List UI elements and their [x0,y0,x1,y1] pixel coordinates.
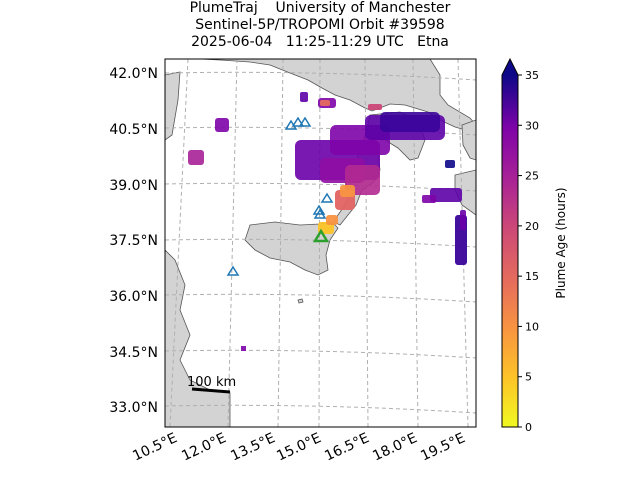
map-frame [164,58,477,428]
colorbar-frame [501,57,519,428]
colorbar-extend-arrow [502,59,518,75]
volcano-markers [226,116,334,276]
colorbar-tick-label: 35 [525,69,539,82]
volcano-marker-icon [298,116,312,127]
scale-bar-line [191,387,231,394]
longitude-labels: 10.5°E 12.0°E 13.5°E 15.0°E 16.5°E 18.0°… [130,430,467,464]
colorbar-gradient [502,75,518,427]
colorbar-tick-label: 5 [525,371,532,384]
lat-label: 37.5°N [109,233,158,249]
lat-label: 33.0°N [109,400,158,416]
colorbar-tick-label: 0 [525,421,532,434]
lon-label: 18.0°E [370,430,419,464]
colorbar-tick-label: 25 [525,170,539,183]
title-line-2: Sentinel-5P/TROPOMI Orbit #39598 [195,17,445,33]
colorbar-title: Plume Age (hours) [554,187,568,298]
colorbar-ticks: 0 5 10 15 20 25 30 35 [518,69,539,434]
scale-bar-label: 100 km [187,375,236,390]
lon-label: 16.5°E [322,430,371,464]
volcano-marker-icon [313,208,327,219]
colorbar-tick-label: 10 [525,320,539,333]
lon-label: 15.0°E [274,430,323,464]
albania-corner [461,119,476,161]
lat-label: 36.0°N [109,289,158,305]
greece-corner [454,169,476,216]
lon-label: 10.5°E [130,430,179,464]
latitude-labels: 42.0°N 40.5°N 39.0°N 37.5°N 36.0°N 34.5°… [109,66,158,416]
lon-label: 13.5°E [228,430,277,464]
colorbar-tick-label: 30 [525,119,539,132]
etna-marker-icon [312,228,330,243]
title-line-3: 2025-06-04 11:25-11:29 UTC Etna [191,34,449,50]
colorbar-tick-label: 20 [525,220,539,233]
plume-pixels [188,92,467,351]
volcano-marker-icon [312,204,326,215]
volcano-marker-icon [226,265,240,276]
colorbar-tick-label: 15 [525,270,539,283]
lon-label: 19.5°E [418,430,467,464]
lat-label: 42.0°N [109,66,158,82]
italy-peninsula [165,59,476,134]
malta [297,298,304,304]
lat-label: 40.5°N [109,122,158,138]
sicily [244,221,339,276]
map-panel: 100 km [165,59,476,427]
lon-label: 12.0°E [179,430,228,464]
lat-label: 39.0°N [109,178,158,194]
volcano-marker-icon [320,192,334,203]
title-line-1: PlumeTraj University of Manchester [189,0,451,16]
colorbar: 0 5 10 15 20 25 30 35 Plume Age (hours) [501,57,568,434]
lat-label: 34.5°N [109,345,158,361]
sardinia-corner [165,71,181,141]
volcano-marker-icon [291,116,305,127]
